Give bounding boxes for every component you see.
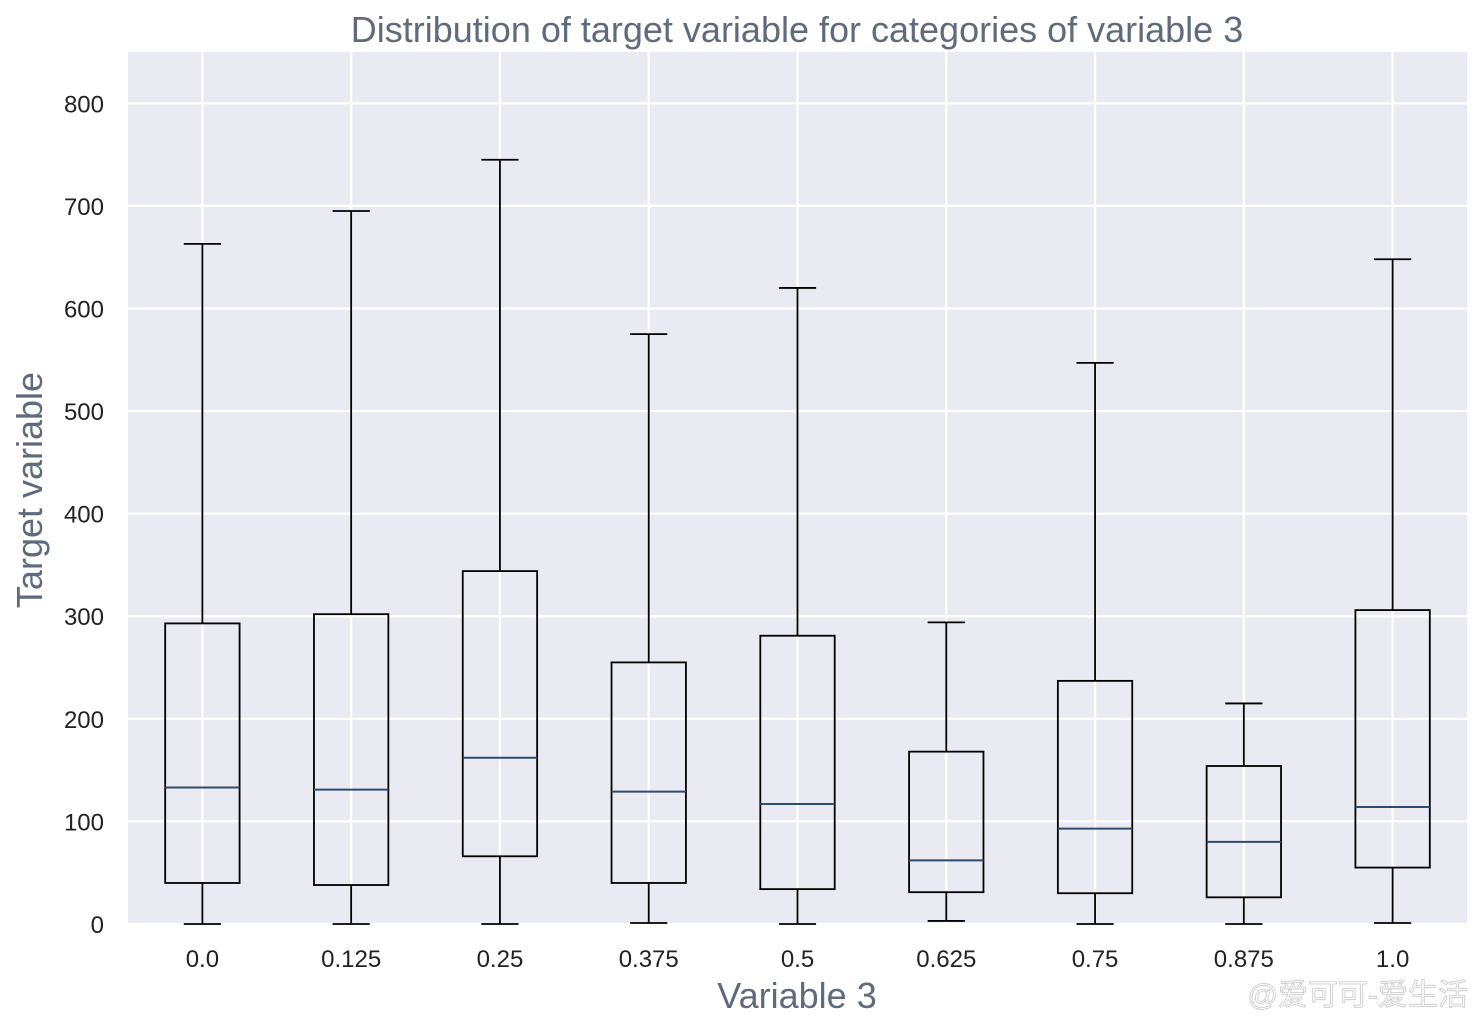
box-0 [164, 242, 241, 925]
y-tick-label: 400 [64, 502, 104, 529]
x-axis-label: Variable 3 [717, 975, 876, 1016]
y-tick-label: 100 [64, 809, 104, 836]
x-tick-label: 0.75 [1072, 946, 1119, 973]
y-tick-label: 800 [64, 91, 104, 118]
iqr-box [610, 661, 687, 884]
y-axis-label: Target variable [9, 372, 50, 608]
y-tick-label: 200 [64, 707, 104, 734]
iqr-box [1354, 609, 1431, 869]
iqr-box [759, 634, 836, 891]
chart-title: Distribution of target variable for cate… [351, 9, 1243, 50]
box-series [164, 158, 1431, 925]
x-tick-label: 0.5 [781, 946, 814, 973]
iqr-box [461, 570, 539, 858]
y-tick-label: 300 [64, 604, 104, 631]
iqr-box [164, 622, 241, 884]
y-tick-label: 0 [91, 912, 104, 939]
box-7 [1205, 702, 1282, 925]
x-tick-label: 0.0 [186, 946, 219, 973]
x-tick-label: 0.875 [1214, 946, 1274, 973]
box-8 [1354, 258, 1431, 924]
x-tick-label: 0.375 [619, 946, 679, 973]
x-axis-ticks: 0.0 0.125 0.25 0.375 0.5 0.625 0.75 0.875 1.0 [186, 946, 1410, 973]
y-tick-label: 700 [64, 194, 104, 221]
y-tick-label: 500 [64, 399, 104, 426]
x-tick-label: 0.125 [321, 946, 381, 973]
box-6 [1056, 361, 1134, 925]
watermark-text: @爱可可-爱生活 [1248, 979, 1468, 1012]
box-1 [313, 210, 390, 925]
x-tick-label: 0.25 [477, 946, 524, 973]
box-3 [610, 333, 687, 924]
iqr-box [1205, 765, 1282, 899]
x-tick-label: 1.0 [1376, 946, 1409, 973]
watermark: @爱可可-爱生活 [1247, 979, 1468, 1013]
y-axis-ticks: 0 100 200 300 400 500 600 700 800 [64, 91, 104, 939]
iqr-box [1056, 679, 1134, 895]
box-5 [908, 621, 985, 922]
box-2 [461, 158, 539, 925]
box-4 [759, 287, 836, 925]
y-tick-label: 600 [64, 296, 104, 323]
iqr-box [908, 750, 985, 894]
x-tick-label: 0.625 [916, 946, 976, 973]
iqr-box [313, 613, 390, 886]
